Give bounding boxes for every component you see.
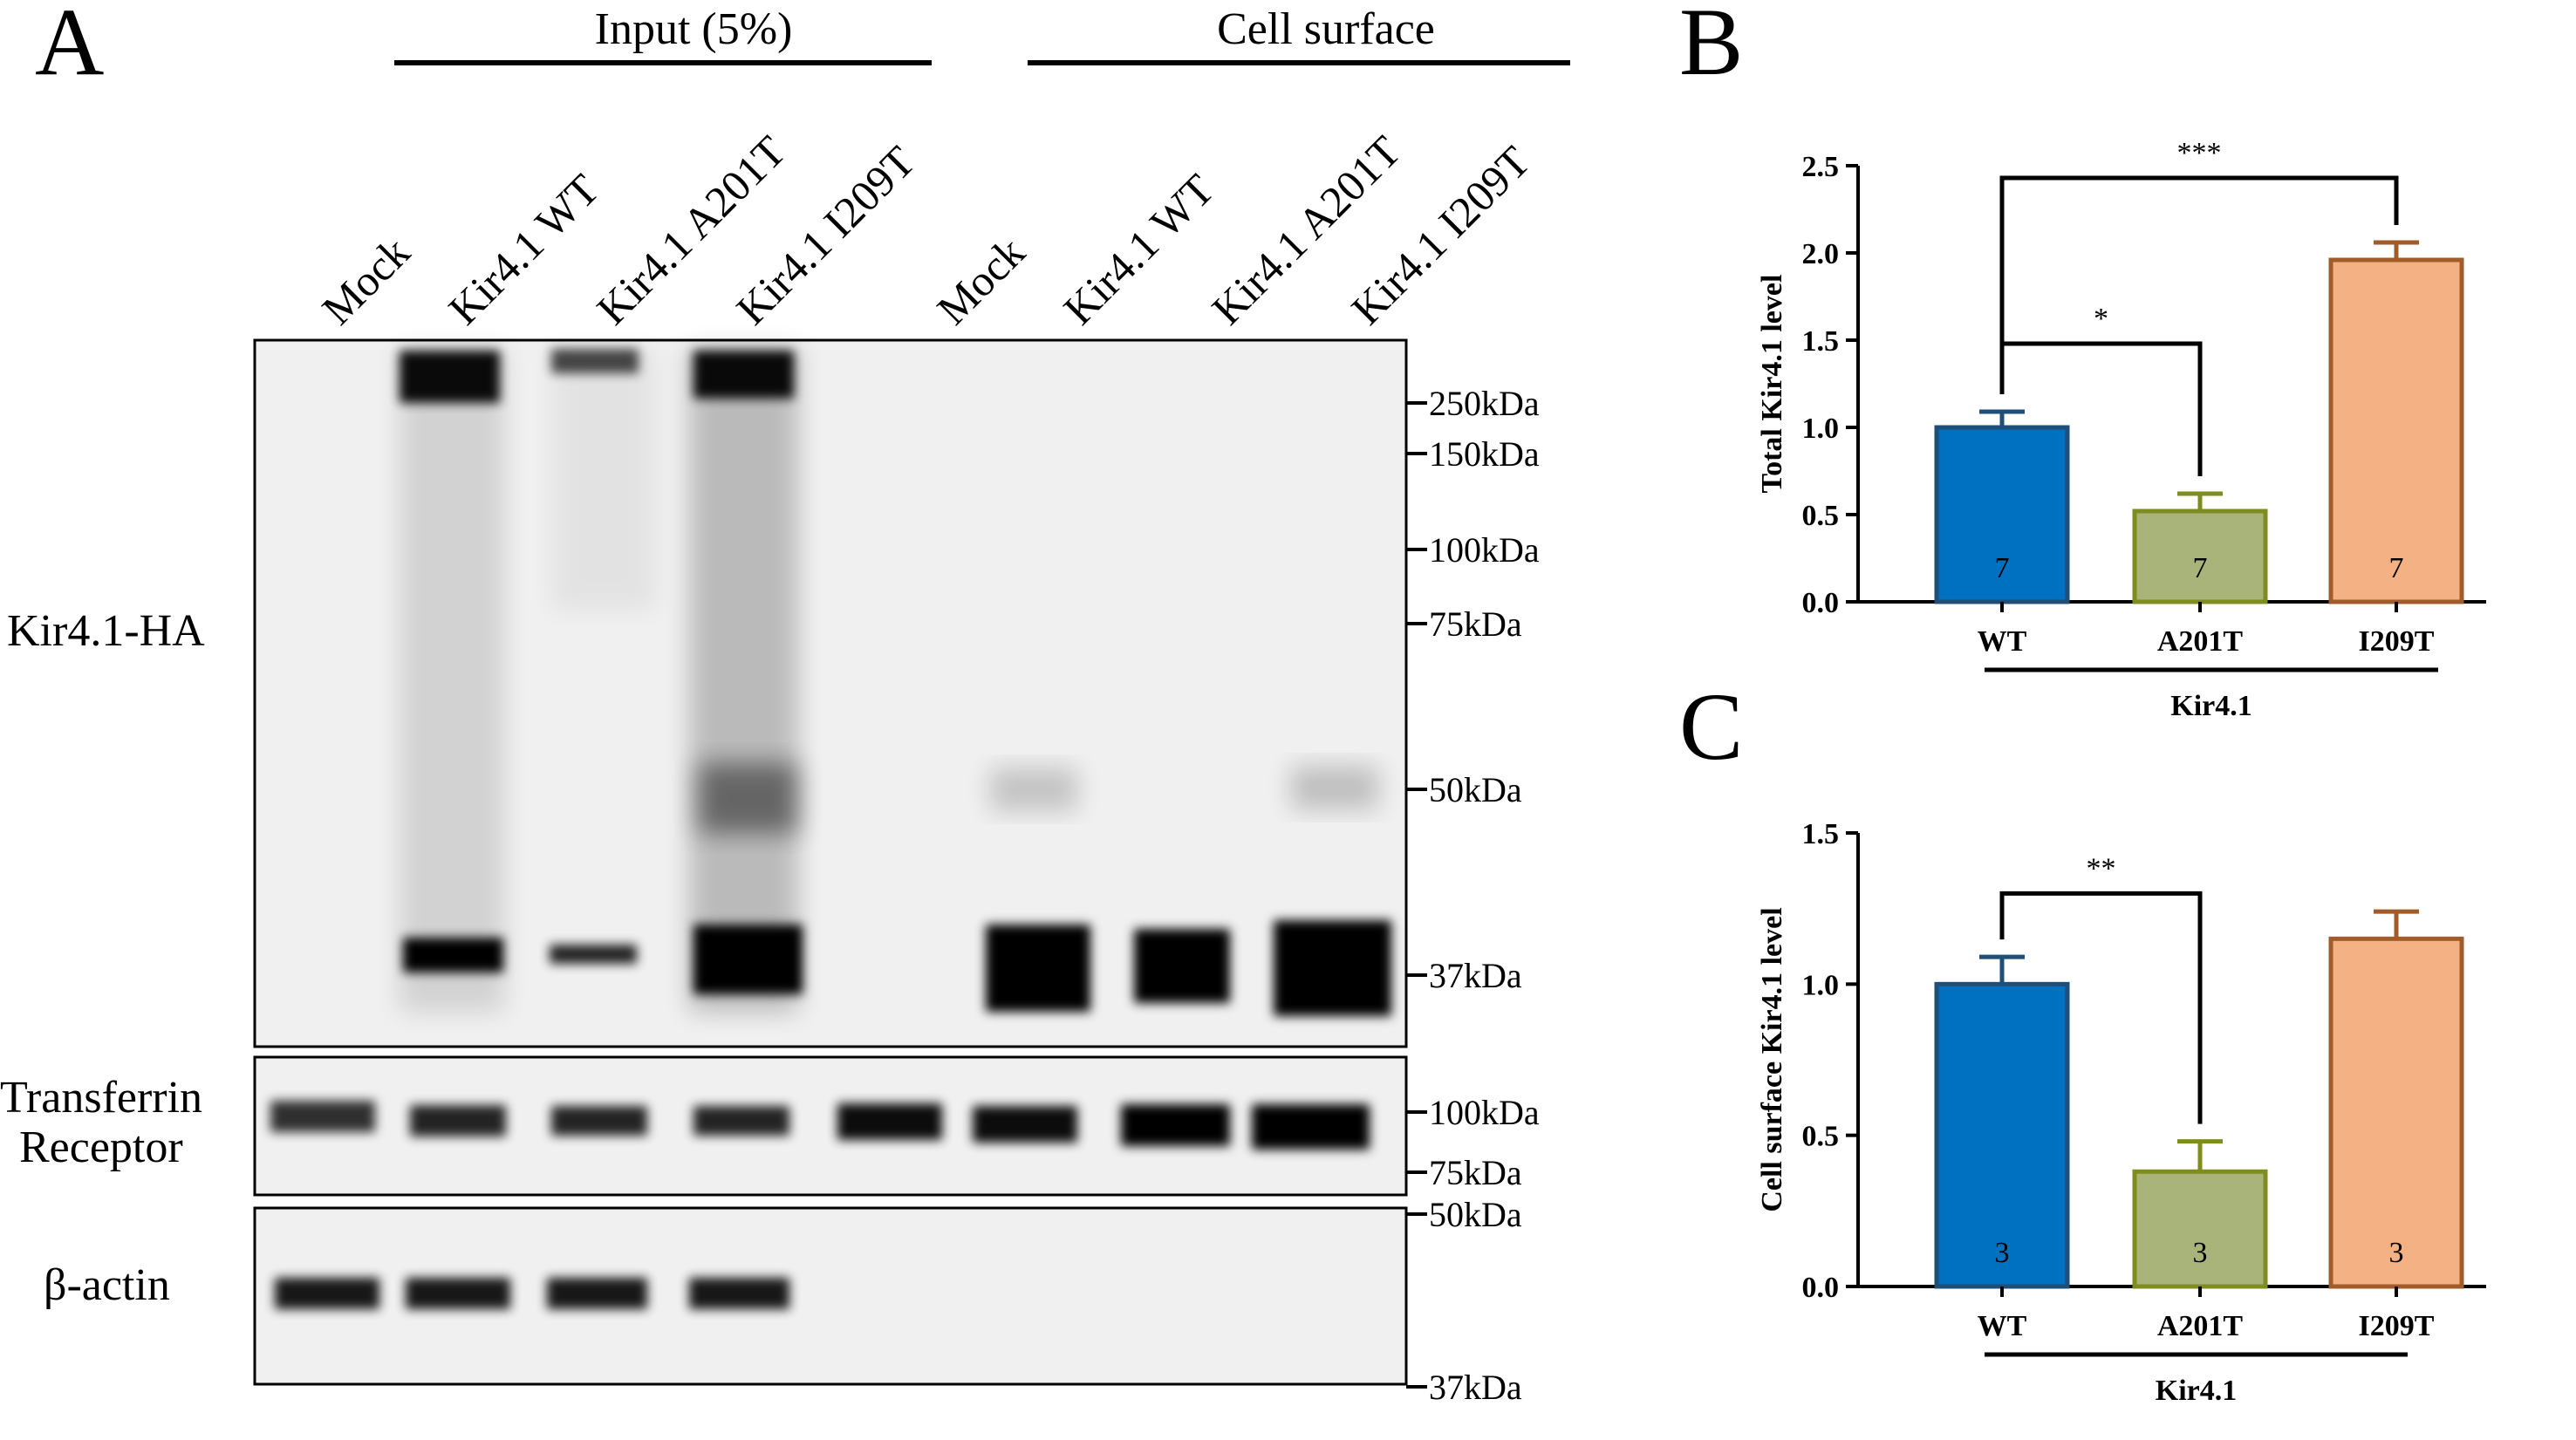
significance-bracket: [1999, 341, 2203, 476]
blot-label-beta-actin: β-actin: [44, 1260, 170, 1310]
bar-n-label: 3: [1995, 1237, 2010, 1269]
bar-n-label: 7: [1995, 552, 2010, 584]
bar: [1934, 981, 2070, 1289]
group-label-input: Input (5%): [595, 4, 793, 54]
blot-label-receptor: Receptor: [19, 1123, 183, 1172]
y-tick-label: 0.0: [1802, 1272, 1840, 1304]
y-tick-label: 1.5: [1802, 325, 1840, 358]
blot-transferrin-receptor: Transferrin Receptor 100kDa 75kDa: [0, 1055, 1540, 1197]
significance-bracket: [1999, 175, 2399, 394]
marker-label: 37kDa: [1429, 1368, 1522, 1407]
marker-label: 150kDa: [1429, 434, 1540, 474]
bar-n-label: 7: [2389, 552, 2404, 584]
significance-bracket: [1999, 891, 2203, 1124]
lane-label: Mock: [312, 228, 419, 334]
bar: [2328, 257, 2464, 604]
chart-c: C 0.0 0.5 1.0 1.5 Cell surface Kir4.1 level 3…: [1679, 673, 2486, 1407]
y-axis-label: Cell surface Kir4.1 level: [1756, 907, 1788, 1211]
y-tick-label: 0.0: [1802, 587, 1840, 619]
x-tick-label: WT: [1978, 625, 2027, 658]
y-tick-label: 1.5: [1802, 818, 1840, 850]
bar: [2132, 1169, 2268, 1289]
marker-label: 50kDa: [1429, 770, 1522, 809]
marker-label: 37kDa: [1429, 956, 1522, 995]
lane-label: Mock: [927, 228, 1034, 334]
bar-n-label: 7: [2193, 552, 2208, 584]
group-label-cell-surface: Cell surface: [1217, 4, 1435, 54]
bar: [1934, 425, 2070, 604]
y-tick-label: 2.5: [1802, 151, 1840, 183]
y-axis-label: Total Kir4.1 level: [1756, 275, 1788, 494]
blot-label-transferrin: Transferrin: [0, 1073, 202, 1123]
x-tick-label: I209T: [2359, 625, 2435, 658]
marker-label: 100kDa: [1429, 1093, 1540, 1132]
x-group-label: Kir4.1: [2156, 1375, 2237, 1407]
lane-label: Kir4.1 WT: [1054, 165, 1223, 334]
significance-label: ***: [2177, 137, 2222, 169]
y-tick-label: 2.0: [1802, 238, 1840, 270]
panel-c-letter: C: [1679, 673, 1743, 780]
lane-label: Kir4.1 WT: [439, 165, 608, 334]
panel-b-letter: B: [1679, 0, 1743, 95]
marker-label: 50kDa: [1429, 1195, 1522, 1234]
marker-label: 100kDa: [1429, 530, 1540, 570]
panel-a-letter: A: [35, 0, 104, 95]
bar-n-label: 3: [2389, 1237, 2404, 1269]
marker-label: 75kDa: [1429, 604, 1522, 644]
blot-kir41-ha: Kir4.1-HA 250kDa 150kDa 100kDa 75kDa 50kDa 37…: [7, 338, 1540, 1048]
chart-b: B 0.0 0.5 1.0 1.5 2.0 2.5 Total Kir4.1 level 7 W…: [1679, 0, 2486, 722]
y-tick-label: 1.0: [1802, 413, 1840, 445]
bar: [2132, 508, 2268, 604]
x-tick-label: A201T: [2157, 1310, 2244, 1342]
y-tick-label: 1.0: [1802, 969, 1840, 1001]
y-tick-label: 0.5: [1802, 1121, 1840, 1153]
marker-label: 75kDa: [1429, 1153, 1522, 1192]
bar-n-label: 3: [2193, 1237, 2208, 1269]
y-tick-label: 0.5: [1802, 500, 1840, 532]
bar: [2328, 936, 2464, 1289]
significance-label: *: [2094, 303, 2108, 335]
blot-label-kir41-ha: Kir4.1-HA: [7, 606, 205, 656]
marker-label: 250kDa: [1429, 384, 1540, 423]
x-tick-label: WT: [1978, 1310, 2027, 1342]
x-tick-label: I209T: [2359, 1310, 2435, 1342]
significance-label: **: [2087, 852, 2116, 884]
panel-a: A Input (5%) Cell surface Mock Kir4.1 WTK…: [0, 0, 1570, 1407]
x-tick-label: A201T: [2157, 625, 2244, 658]
blot-beta-actin: β-actin 50kDa 37kDa: [44, 1195, 1522, 1407]
x-group-label: Kir4.1: [2170, 690, 2251, 722]
